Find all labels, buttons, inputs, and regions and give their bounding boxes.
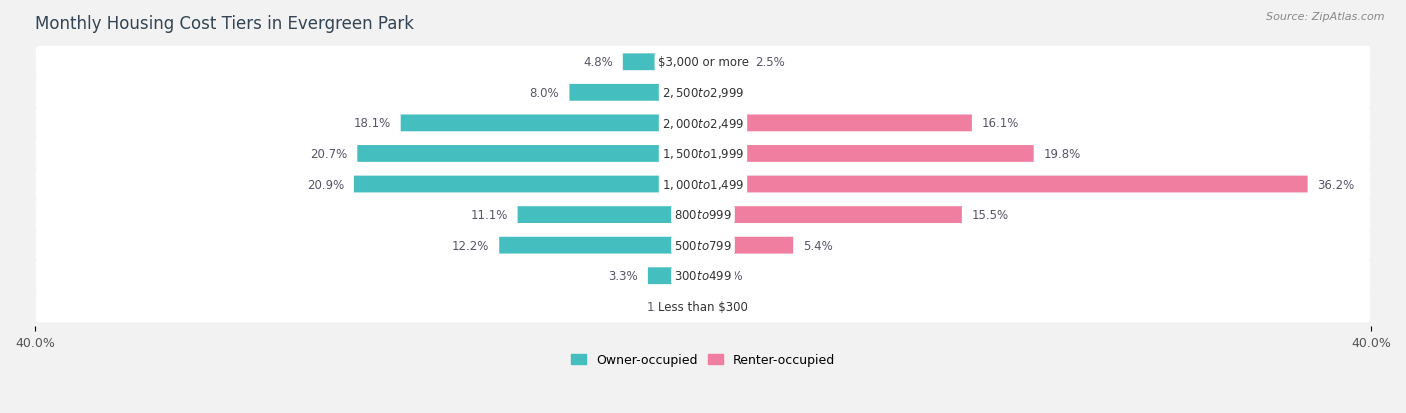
FancyBboxPatch shape [703, 176, 1308, 193]
FancyBboxPatch shape [35, 291, 1371, 323]
FancyBboxPatch shape [401, 115, 703, 132]
Text: 20.7%: 20.7% [309, 147, 347, 161]
Text: 1.0%: 1.0% [647, 300, 676, 313]
Text: $1,000 to $1,499: $1,000 to $1,499 [662, 178, 744, 192]
Text: Monthly Housing Cost Tiers in Evergreen Park: Monthly Housing Cost Tiers in Evergreen … [35, 15, 413, 33]
Text: 36.2%: 36.2% [1317, 178, 1355, 191]
Text: $2,500 to $2,999: $2,500 to $2,999 [662, 86, 744, 100]
Text: 19.8%: 19.8% [1043, 147, 1081, 161]
FancyBboxPatch shape [35, 260, 1371, 292]
Text: $800 to $999: $800 to $999 [673, 209, 733, 221]
FancyBboxPatch shape [686, 298, 703, 315]
Text: 0.0%: 0.0% [713, 270, 742, 282]
FancyBboxPatch shape [354, 176, 703, 193]
FancyBboxPatch shape [35, 138, 1371, 170]
Text: 2.5%: 2.5% [755, 56, 785, 69]
FancyBboxPatch shape [703, 146, 1033, 162]
Text: 11.1%: 11.1% [470, 209, 508, 221]
FancyBboxPatch shape [35, 47, 1371, 78]
FancyBboxPatch shape [703, 237, 793, 254]
FancyBboxPatch shape [35, 77, 1371, 109]
FancyBboxPatch shape [357, 146, 703, 162]
Text: 3.3%: 3.3% [609, 270, 638, 282]
FancyBboxPatch shape [35, 107, 1371, 140]
Text: $300 to $499: $300 to $499 [673, 270, 733, 282]
FancyBboxPatch shape [703, 54, 745, 71]
Text: 5.4%: 5.4% [803, 239, 832, 252]
Text: 18.1%: 18.1% [353, 117, 391, 130]
FancyBboxPatch shape [569, 85, 703, 102]
FancyBboxPatch shape [35, 199, 1371, 231]
FancyBboxPatch shape [703, 115, 972, 132]
FancyBboxPatch shape [35, 169, 1371, 201]
FancyBboxPatch shape [499, 237, 703, 254]
Text: 4.8%: 4.8% [583, 56, 613, 69]
Text: Source: ZipAtlas.com: Source: ZipAtlas.com [1267, 12, 1385, 22]
FancyBboxPatch shape [623, 54, 703, 71]
FancyBboxPatch shape [648, 268, 703, 285]
FancyBboxPatch shape [35, 230, 1371, 261]
FancyBboxPatch shape [517, 206, 703, 223]
Text: $500 to $799: $500 to $799 [673, 239, 733, 252]
Text: $1,500 to $1,999: $1,500 to $1,999 [662, 147, 744, 161]
Text: 12.2%: 12.2% [451, 239, 489, 252]
Text: 16.1%: 16.1% [981, 117, 1019, 130]
Text: 0.0%: 0.0% [713, 87, 742, 100]
Text: 0.0%: 0.0% [713, 300, 742, 313]
Text: 20.9%: 20.9% [307, 178, 344, 191]
Text: Less than $300: Less than $300 [658, 300, 748, 313]
FancyBboxPatch shape [703, 206, 962, 223]
Text: $2,000 to $2,499: $2,000 to $2,499 [662, 116, 744, 131]
Text: 8.0%: 8.0% [530, 87, 560, 100]
Text: 15.5%: 15.5% [972, 209, 1010, 221]
Legend: Owner-occupied, Renter-occupied: Owner-occupied, Renter-occupied [567, 348, 839, 371]
Text: $3,000 or more: $3,000 or more [658, 56, 748, 69]
